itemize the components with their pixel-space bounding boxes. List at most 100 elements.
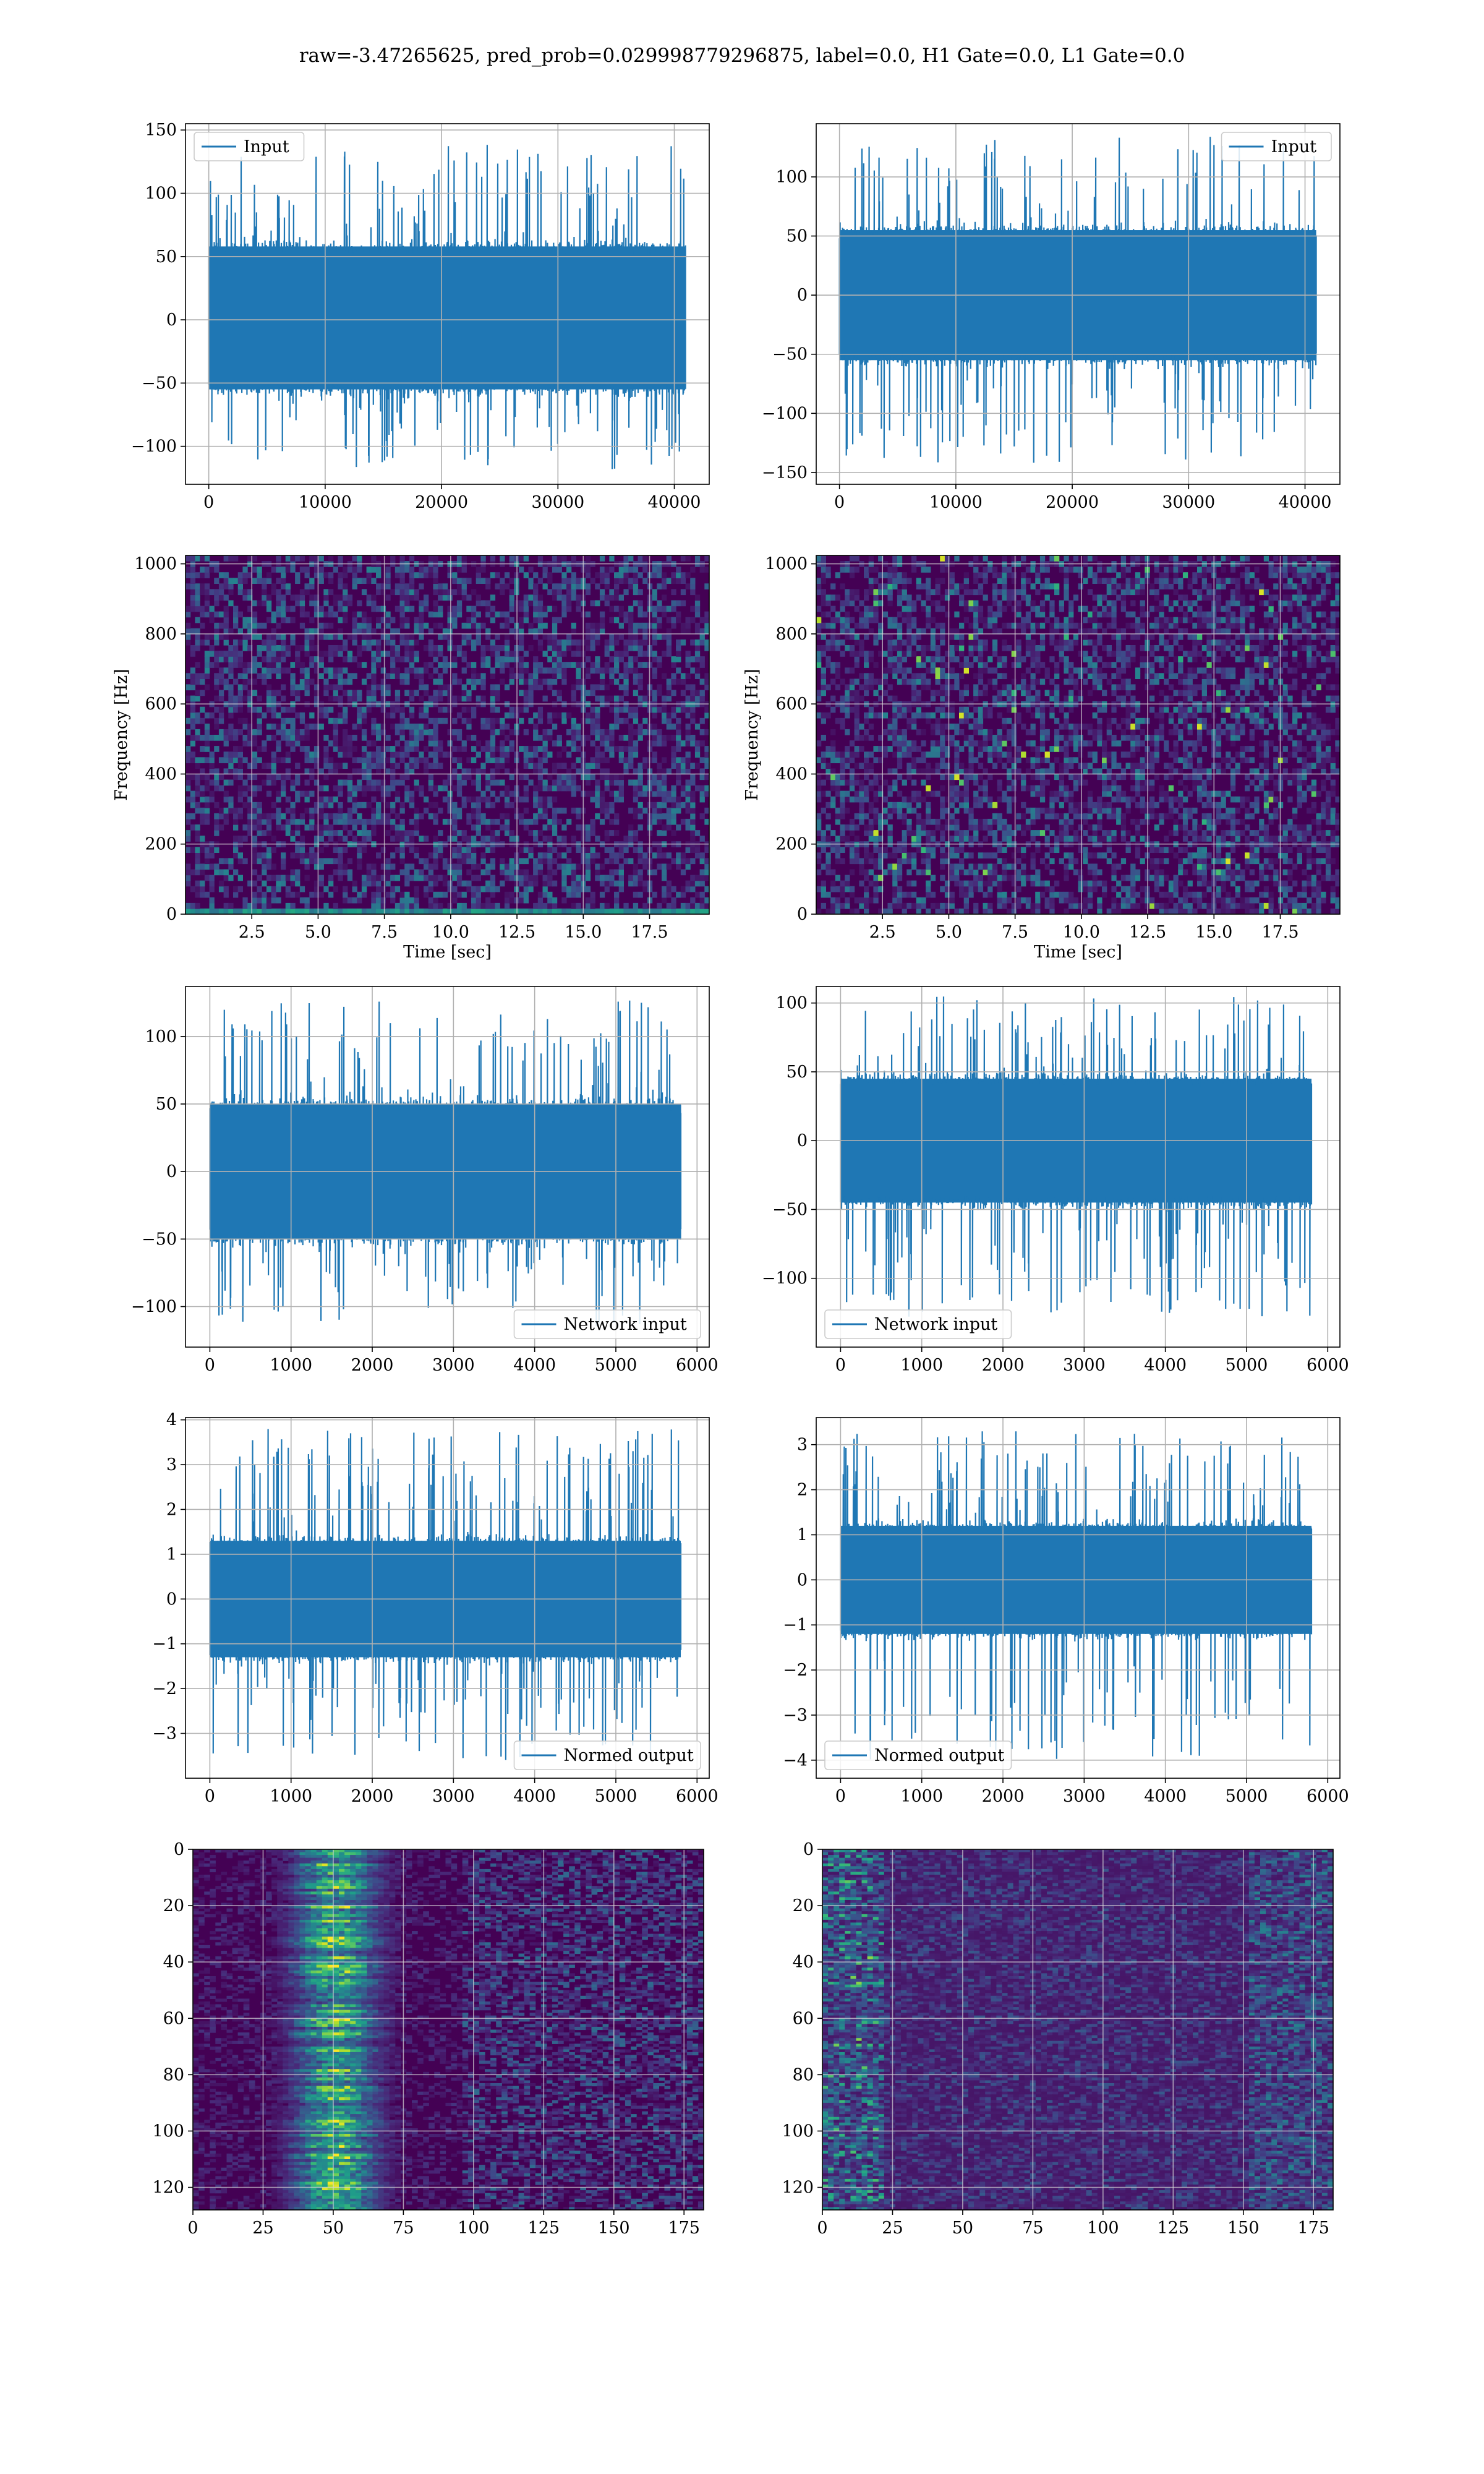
heatmap-cell — [1216, 908, 1222, 914]
heatmap-cell — [1249, 897, 1255, 904]
heatmap-cell — [295, 891, 301, 898]
heatmap-cell — [343, 678, 348, 685]
heatmap-cell — [609, 645, 615, 651]
heatmap-cell — [271, 639, 276, 646]
heatmap-cell — [561, 712, 567, 719]
heatmap-cell — [376, 902, 382, 909]
heatmap-cell — [438, 611, 443, 618]
legend-box — [1221, 132, 1332, 161]
heatmap-cell — [561, 611, 567, 618]
heatmap-cell — [1168, 847, 1174, 853]
heatmap-cell — [456, 774, 463, 781]
heatmap-cell — [281, 567, 286, 573]
heatmap-cell — [680, 740, 686, 747]
heatmap-cell — [921, 824, 926, 831]
heatmap-cell — [1263, 830, 1269, 836]
heatmap-cell — [547, 902, 553, 909]
heatmap-cell — [968, 869, 974, 876]
heatmap-cell — [1021, 863, 1026, 870]
heatmap-cell — [537, 807, 544, 814]
heatmap-cell — [1335, 869, 1340, 876]
x-tick-label: 10000 — [299, 493, 352, 512]
heatmap-cell — [704, 622, 709, 629]
heatmap-cell — [304, 729, 310, 735]
heatmap-cell — [830, 908, 836, 914]
heatmap-cell — [228, 858, 234, 865]
heatmap-cell — [533, 790, 539, 797]
heatmap-cell — [1039, 830, 1046, 836]
heatmap-cell — [242, 622, 248, 629]
heatmap-cell — [409, 847, 415, 853]
heatmap-cell — [452, 836, 458, 842]
heatmap-cell — [190, 717, 195, 724]
heatmap-cell — [623, 706, 629, 713]
heatmap-cell — [195, 869, 200, 876]
heatmap-cell — [452, 572, 458, 578]
heatmap-cell — [618, 572, 624, 578]
heatmap-cell — [428, 645, 433, 651]
heatmap-cell — [887, 902, 893, 909]
heatmap-cell — [662, 802, 667, 808]
heatmap-cell — [271, 897, 276, 904]
heatmap-cell — [906, 891, 912, 898]
heatmap-cell — [556, 774, 562, 781]
heatmap-cell — [537, 617, 544, 623]
heatmap-cell — [566, 869, 572, 876]
heatmap-cell — [399, 583, 405, 589]
heatmap-cell — [475, 875, 481, 881]
heatmap-cell — [394, 706, 401, 713]
heatmap-cell — [680, 690, 686, 696]
heatmap-cell — [428, 863, 433, 870]
heatmap-cell — [390, 723, 396, 730]
heatmap-cell — [323, 774, 329, 781]
heatmap-cell — [609, 567, 615, 573]
heatmap-cell — [614, 678, 620, 685]
heatmap-cell — [414, 639, 419, 646]
heatmap-cell — [214, 673, 220, 679]
heatmap-cell — [380, 617, 386, 623]
heatmap-cell — [547, 717, 553, 724]
heatmap-cell — [628, 757, 634, 763]
heatmap-cell — [218, 583, 224, 589]
heatmap-cell — [419, 908, 424, 914]
heatmap-cell — [428, 897, 433, 904]
heatmap-cell — [921, 869, 926, 876]
heatmap-cell — [266, 774, 272, 781]
heatmap-cell — [1197, 902, 1203, 909]
heatmap-cell — [399, 600, 405, 607]
heatmap-cell — [419, 600, 424, 607]
heatmap-cell — [864, 897, 869, 904]
heatmap-cell — [652, 706, 657, 713]
heatmap-cell — [299, 712, 305, 719]
heatmap-cell — [1292, 902, 1298, 909]
heatmap-cell — [618, 706, 624, 713]
heatmap-cell — [547, 802, 553, 808]
heatmap-cell — [704, 869, 709, 876]
heatmap-cell — [504, 651, 510, 657]
heatmap-cell — [561, 908, 567, 914]
heatmap-cell — [357, 600, 362, 607]
heatmap-cell — [618, 886, 624, 892]
heatmap-cell — [699, 729, 705, 735]
heatmap-cell — [442, 706, 448, 713]
heatmap-cell — [475, 639, 481, 646]
heatmap-cell — [285, 617, 291, 623]
heatmap-cell — [547, 751, 553, 758]
heatmap-cell — [318, 863, 324, 870]
heatmap-cell — [1201, 858, 1207, 865]
heatmap-cell — [295, 880, 301, 887]
heatmap-cell — [480, 768, 486, 775]
heatmap-cell — [638, 785, 643, 792]
heatmap-cell — [485, 628, 491, 635]
heatmap-cell — [452, 875, 458, 881]
heatmap-cell — [504, 897, 510, 904]
heatmap-cell — [328, 768, 334, 775]
heatmap-cell — [195, 807, 200, 814]
heatmap-cell — [1321, 847, 1326, 853]
heatmap-cell — [533, 813, 539, 820]
heatmap-cell — [285, 706, 291, 713]
heatmap-cell — [509, 600, 514, 607]
heatmap-cell — [295, 651, 301, 657]
heatmap-cell — [318, 830, 324, 836]
heatmap-cell — [285, 583, 291, 589]
